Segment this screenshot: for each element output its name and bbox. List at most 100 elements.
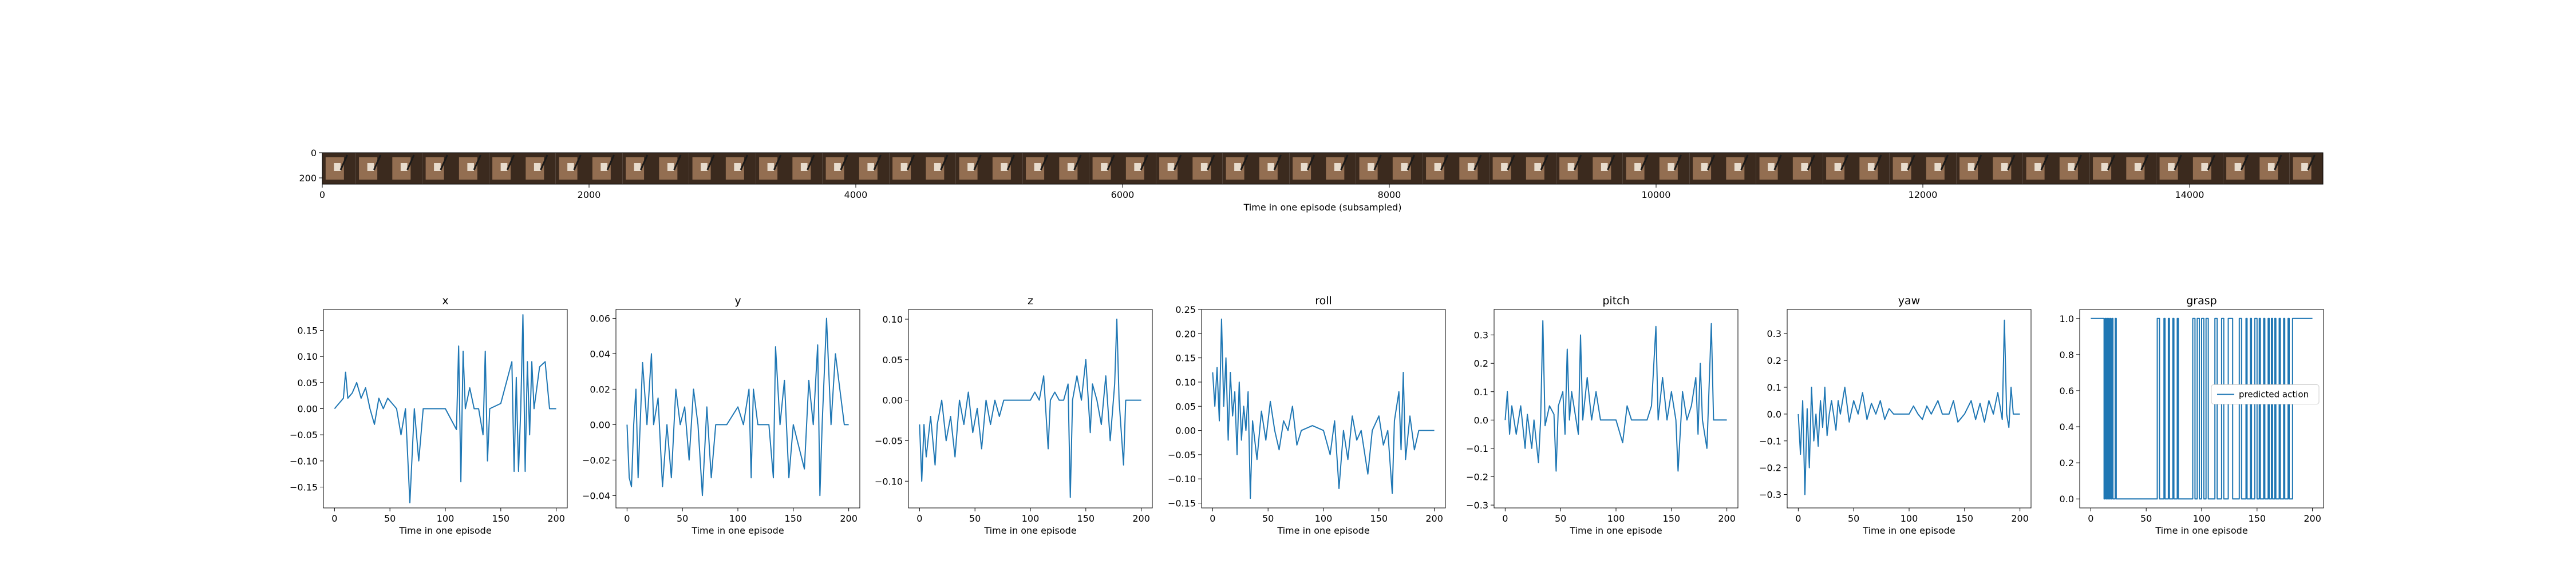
strip-frame-object <box>1634 163 1641 171</box>
strip-frame <box>989 153 1023 184</box>
strip-x-tick-label: 14000 <box>2175 189 2204 200</box>
strip-frame-object <box>1334 163 1341 171</box>
strip-frame-gripper <box>1440 154 1449 170</box>
x-tick-label: 150 <box>785 513 803 524</box>
x-tick-label: 0 <box>1502 513 1508 524</box>
strip-frame <box>2123 153 2156 184</box>
strip-frame-object <box>1701 163 1708 171</box>
y-tick-label: 0.02 <box>590 384 610 395</box>
strip-frame-object <box>701 163 708 171</box>
strip-frame <box>2256 153 2290 184</box>
x-tick-label: 100 <box>1901 513 1918 524</box>
y-tick-label: 0.8 <box>2060 349 2074 360</box>
y-tick-label: 0.1 <box>1767 382 1781 393</box>
strip-frame-gripper <box>1773 154 1782 170</box>
strip-frame <box>1722 153 1756 184</box>
panel-z: z 0 50 100 150 200 Time in one episode −0.10 −0.… <box>875 295 1153 536</box>
y-tick-label: −0.15 <box>1168 498 1196 509</box>
y-tick-label: 0.0 <box>1767 409 1781 420</box>
strip-frame-gripper <box>2207 154 2216 170</box>
y-tick-label: 0.4 <box>2060 422 2074 432</box>
panel-title: pitch <box>1602 295 1629 307</box>
y-tick-label: −0.04 <box>582 490 610 501</box>
y-tick-label: −0.05 <box>290 430 318 440</box>
y-tick-label: 0.6 <box>2060 386 2074 396</box>
x-tick-label: 150 <box>1663 513 1681 524</box>
x-tick-label: 0 <box>1210 513 1215 524</box>
y-tick-label: 0.00 <box>1175 426 1196 436</box>
series-line-yaw <box>1797 319 2020 495</box>
strip-frame <box>2056 153 2090 184</box>
y-tick-label: −0.10 <box>1168 474 1196 484</box>
y-tick-label: 0.20 <box>1175 328 1196 339</box>
image-strip-panel: 0 2000 4000 6000 8000 10000 12000 140000200Time… <box>299 148 2324 213</box>
x-axis-label: Time in one episode <box>983 525 1076 536</box>
strip-frame-object <box>1834 163 1842 171</box>
legend: predicted action <box>2211 384 2320 404</box>
strip-frame <box>922 153 956 184</box>
x-tick-label: 150 <box>1956 513 1974 524</box>
strip-frame-gripper <box>940 154 949 170</box>
strip-frame <box>1923 153 1957 184</box>
strip-frame-object <box>967 163 974 171</box>
strip-frame-object <box>734 163 741 171</box>
strip-frame <box>756 153 789 184</box>
strip-frame <box>1156 153 1190 184</box>
strip-frame-gripper <box>1640 154 1649 170</box>
y-tick-label: 1.0 <box>2060 313 2074 324</box>
strip-frame-object <box>2034 163 2041 171</box>
strip-frame-object <box>1200 163 1208 171</box>
strip-y-tick-label: 0 <box>311 148 317 158</box>
strip-frame-gripper <box>773 154 782 170</box>
strip-frame <box>1322 153 1356 184</box>
strip-frame-object <box>1434 163 1441 171</box>
panel-title: y <box>734 295 741 307</box>
strip-frame <box>589 153 623 184</box>
strip-frame <box>889 153 923 184</box>
x-axis-label: Time in one episode <box>2155 525 2247 536</box>
strip-frame <box>389 153 422 184</box>
x-tick-label: 200 <box>840 513 858 524</box>
strip-frame-gripper <box>2274 154 2282 170</box>
y-tick-label: 0.00 <box>882 395 903 406</box>
panel-x: x 0 50 100 150 200 Time in one episode −0.15 −0.… <box>290 295 568 536</box>
axes-frame-pitch <box>1494 309 1739 509</box>
strip-frame-gripper <box>1373 154 1382 170</box>
strip-frame <box>1622 153 1656 184</box>
x-tick-label: 150 <box>2249 513 2266 524</box>
panel-roll: roll 0 50 100 150 200 Time in one episode −0.15… <box>1168 295 1446 536</box>
strip-x-tick-label: 10000 <box>1642 189 1671 200</box>
y-tick-label: 0.3 <box>1474 330 1488 341</box>
strip-x-axis-label: Time in one episode (subsampled) <box>1243 202 1402 213</box>
strip-frame <box>1656 153 1690 184</box>
strip-frame <box>1956 153 1990 184</box>
strip-frame <box>1689 153 1723 184</box>
legend-box <box>2211 384 2320 404</box>
strip-frame-object <box>2001 163 2008 171</box>
strip-frame <box>489 153 523 184</box>
strip-frame-object <box>1167 163 1175 171</box>
panel-title: yaw <box>1898 295 1920 307</box>
y-tick-label: 0.10 <box>882 314 903 325</box>
strip-frame-gripper <box>2240 154 2249 170</box>
strip-frame-gripper <box>706 154 715 170</box>
strip-frame-object <box>1134 163 1141 171</box>
x-tick-label: 50 <box>969 513 981 524</box>
strip-frame-gripper <box>740 154 749 170</box>
strip-frame-gripper <box>1173 154 1182 170</box>
strip-frame-gripper <box>1240 154 1249 170</box>
series-line-roll <box>1212 318 1435 499</box>
x-tick-label: 50 <box>2140 513 2152 524</box>
strip-frame <box>1356 153 1389 184</box>
strip-frame-gripper <box>906 154 915 170</box>
strip-frame-gripper <box>1006 154 1016 170</box>
strip-frame <box>322 153 356 184</box>
strip-frame-object <box>900 163 908 171</box>
strip-frame-gripper <box>1573 154 1582 170</box>
strip-frame-gripper <box>2174 154 2182 170</box>
strip-frame <box>2089 153 2123 184</box>
strip-frame-gripper <box>1140 154 1149 170</box>
strip-frame <box>1389 153 1423 184</box>
strip-frame <box>1056 153 1089 184</box>
panel-title: x <box>442 295 448 307</box>
